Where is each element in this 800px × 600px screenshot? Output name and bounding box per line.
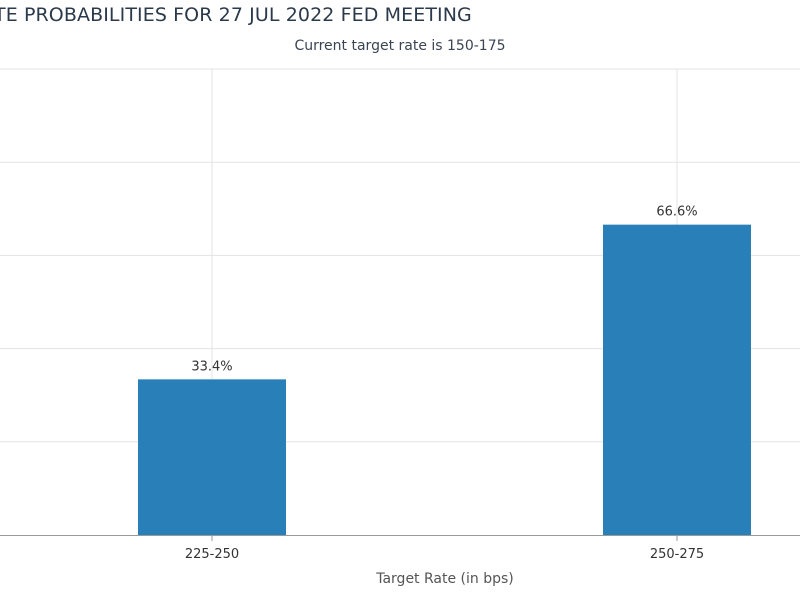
bar-250-275[interactable] bbox=[603, 224, 751, 536]
bars bbox=[138, 224, 751, 536]
chart-title: TE PROBABILITIES FOR 27 JUL 2022 FED MEE… bbox=[0, 4, 472, 26]
x-axis-title: Target Rate (in bps) bbox=[375, 571, 514, 587]
x-tick-label: 250-275 bbox=[650, 547, 704, 562]
data-label: 66.6% bbox=[656, 205, 697, 220]
data-label: 33.4% bbox=[191, 359, 232, 374]
bar-225-250[interactable] bbox=[138, 379, 286, 535]
chart-subtitle: Current target rate is 150-175 bbox=[294, 38, 506, 54]
labels: 33.4% 225-250 66.6% 250-275 bbox=[185, 205, 704, 562]
x-tick-label: 225-250 bbox=[185, 547, 239, 562]
